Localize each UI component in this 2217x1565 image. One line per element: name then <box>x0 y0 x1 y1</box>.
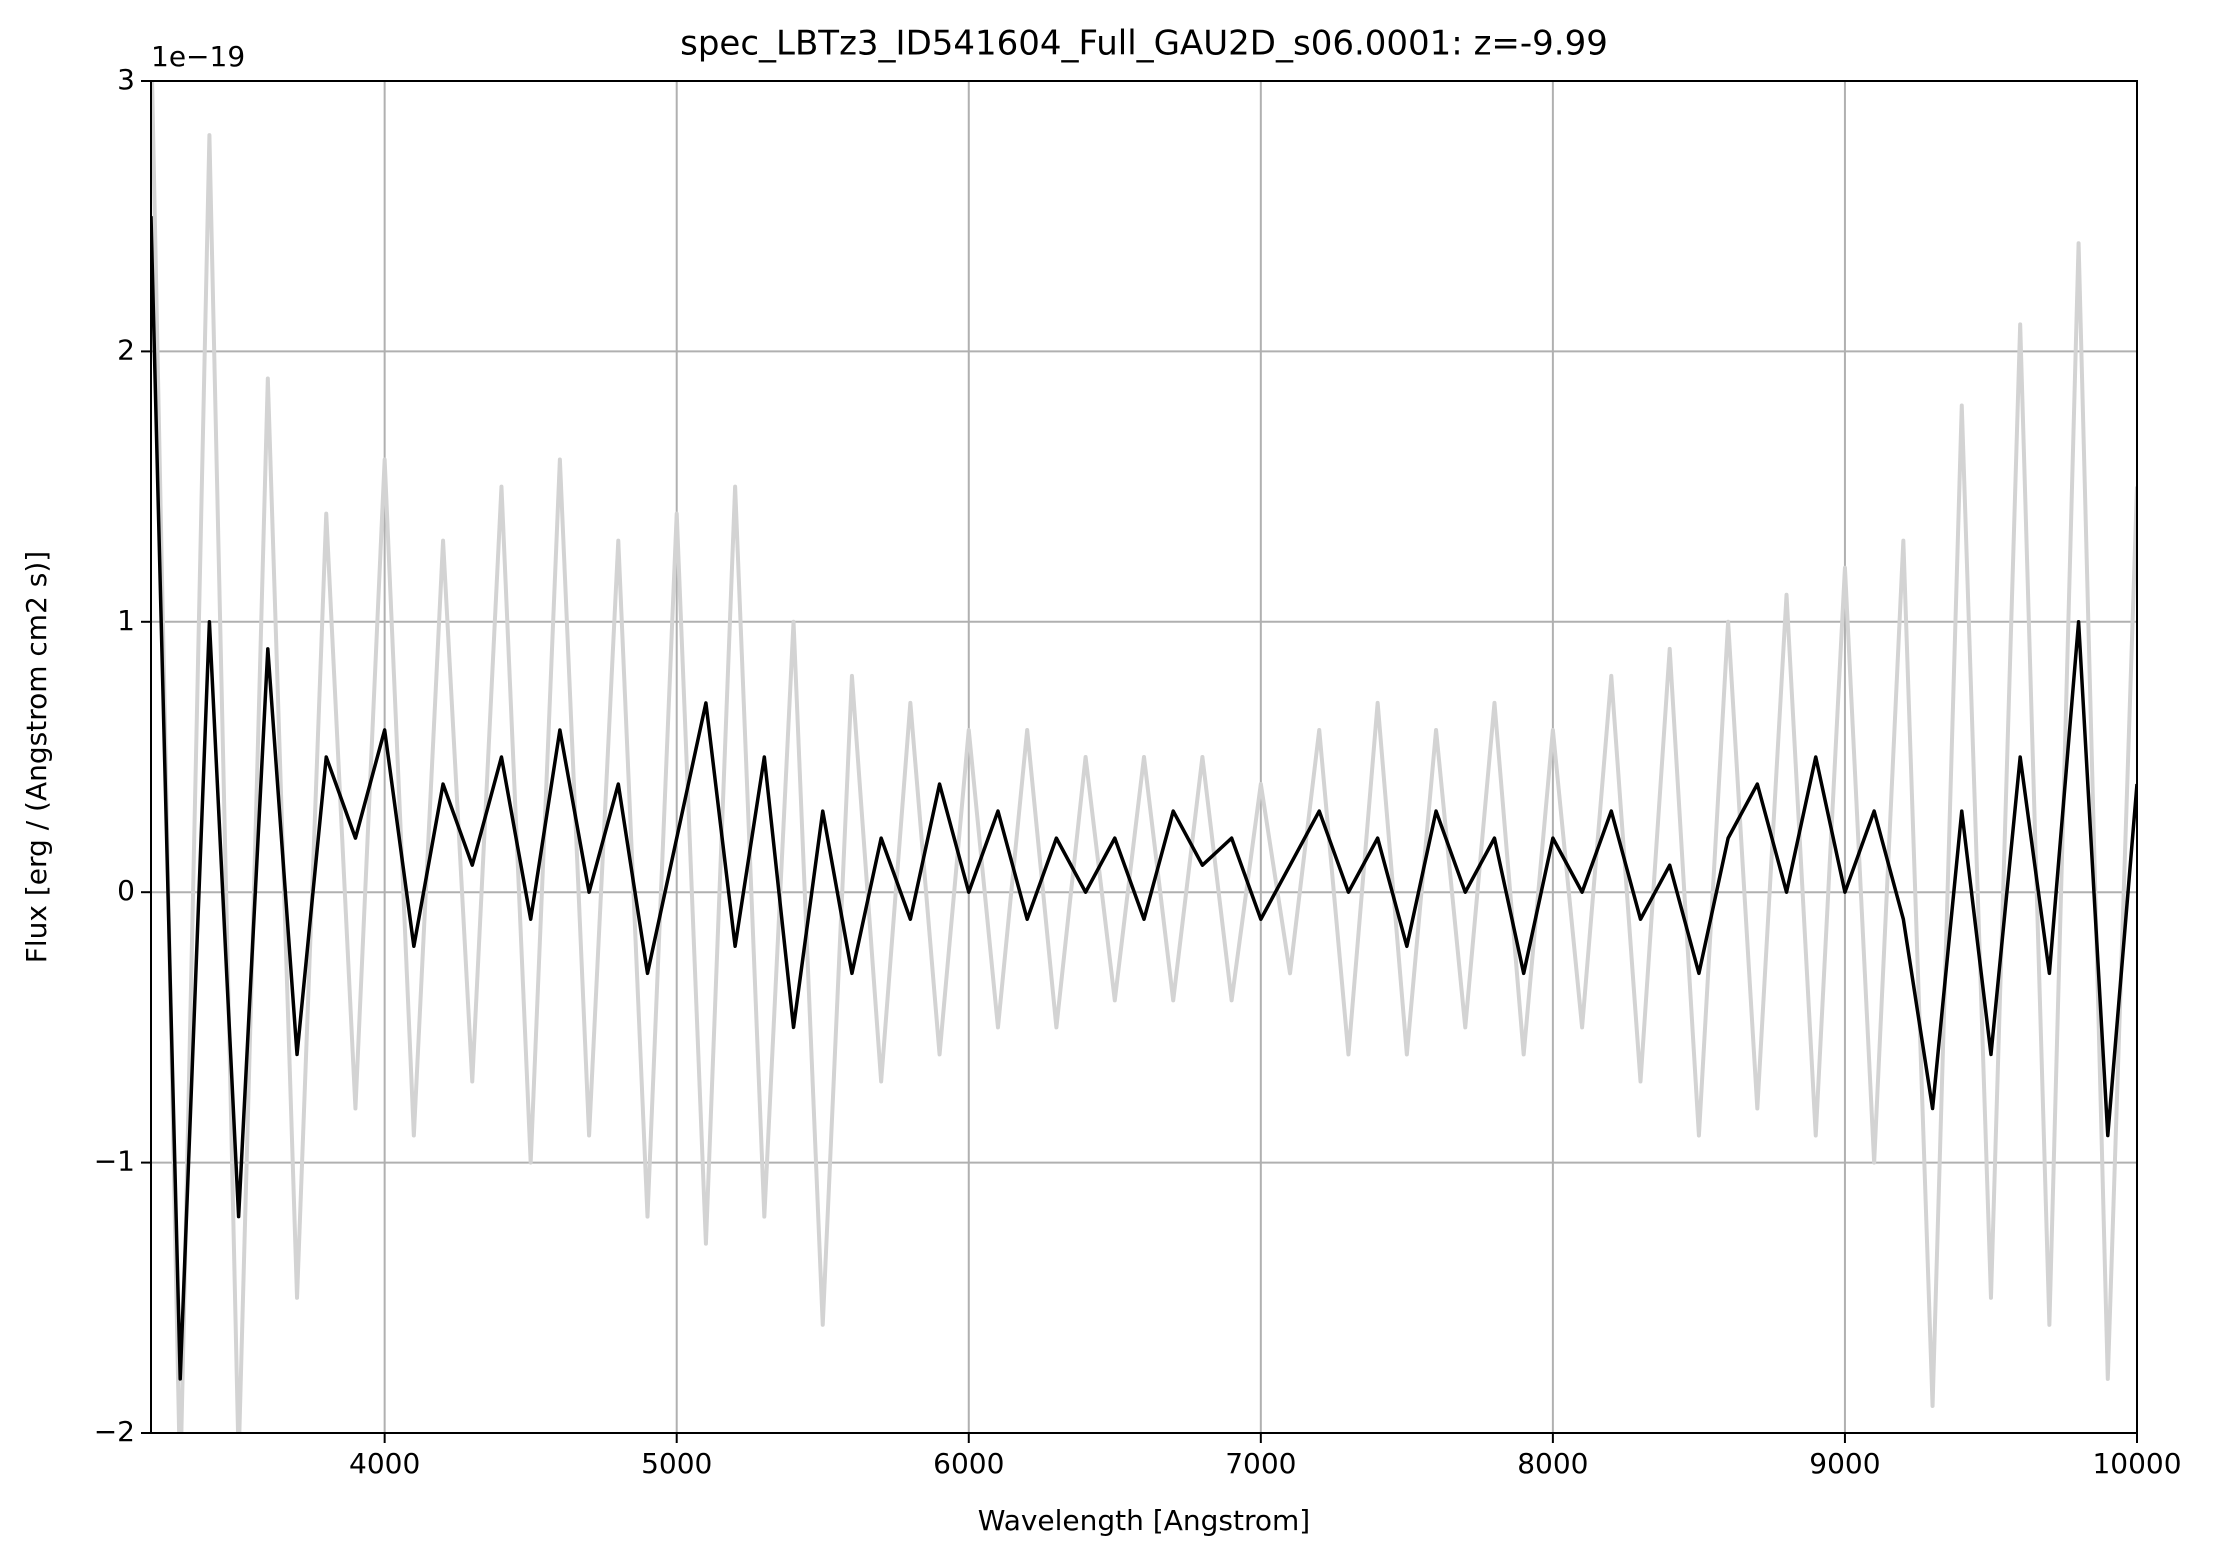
y-tick-label: −1 <box>94 1145 135 1178</box>
x-tick-label: 9000 <box>1809 1447 1880 1480</box>
axes-frame <box>150 80 2138 1434</box>
chart-title: spec_LBTz3_ID541604_Full_GAU2D_s06.0001:… <box>680 24 1608 64</box>
x-axis-label: Wavelength [Angstrom] <box>978 1504 1310 1537</box>
x-tick-label: 4000 <box>349 1447 420 1480</box>
y-tick-label: −2 <box>94 1415 135 1448</box>
x-tick-label: 6000 <box>933 1447 1004 1480</box>
x-tick-label: 8000 <box>1517 1447 1588 1480</box>
ticks: 4000 5000 6000 7000 8000 9000 10000 −2 −1 0 1 2 3 <box>94 63 2182 1480</box>
y-tick-label: 3 <box>117 63 135 96</box>
plot-area <box>151 81 2137 1433</box>
y-tick-label: 1 <box>117 604 135 637</box>
x-tick-label: 7000 <box>1225 1447 1296 1480</box>
spectrum-line <box>151 216 2137 1381</box>
x-tick-label: 10000 <box>2092 1447 2181 1480</box>
y-tick-label: 2 <box>117 333 135 366</box>
y-offset-label: 1e−19 <box>151 40 245 73</box>
y-axis-label: Flux [erg / (Angstrom cm2 s)] <box>20 551 53 963</box>
spectrum-line <box>151 81 2137 1433</box>
x-tick-label: 5000 <box>641 1447 712 1480</box>
y-tick-label: 0 <box>117 874 135 907</box>
